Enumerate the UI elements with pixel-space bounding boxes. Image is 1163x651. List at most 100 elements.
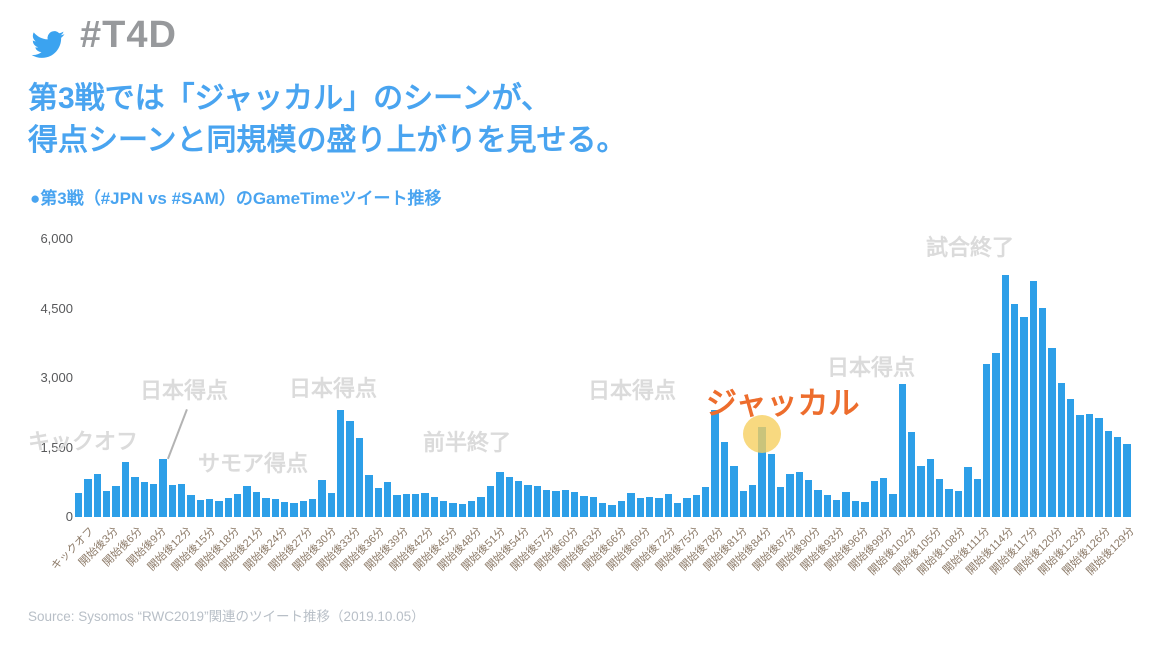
source-credit: Source: Sysomos “RWC2019”関連のツイート推移（2019.… (28, 609, 425, 624)
tweet-count-bar (851, 501, 860, 517)
tweet-count-bar (215, 501, 223, 517)
tweet-count-bar (468, 501, 476, 517)
tweet-count-bar (458, 503, 467, 517)
tweet-count-bar (861, 501, 869, 517)
tweet-count-bar (982, 364, 991, 517)
tweet-count-bar (674, 502, 682, 517)
tweet-count-bar (449, 502, 457, 517)
tweet-count-bar (936, 479, 944, 517)
tweet-count-bar (1039, 307, 1047, 517)
tweet-count-bar (992, 352, 1000, 517)
tweet-count-bar (318, 479, 326, 517)
tweet-count-bar (308, 499, 317, 517)
tweet-count-bar (561, 490, 570, 517)
tweet-count-bar (374, 487, 382, 517)
tweet-count-bar (1010, 303, 1019, 517)
tweet-count-bar (898, 384, 906, 517)
page-title: 第3戦では「ジャッカル」のシーンが、 得点シーンと同規模の盛り上がりを見せる。 (28, 78, 627, 162)
annotation-samoa-score: サモア得点 (198, 451, 309, 476)
tweet-count-bar (131, 477, 139, 517)
tweet-count-bar (1048, 348, 1056, 517)
annotation-japan-score-4: 日本得点 (827, 355, 916, 380)
annotation-first-half-end: 前半終了 (423, 430, 512, 455)
tweet-count-bar (440, 501, 448, 517)
tweet-count-bar (393, 495, 401, 517)
tweet-count-bar (702, 486, 710, 517)
tweet-count-bar (93, 474, 102, 517)
tweet-count-bar (627, 493, 635, 517)
chart-subtitle: ●第3戦（#JPN vs #SAM）のGameTimeツイート推移 (30, 189, 442, 208)
tweet-count-bar (252, 491, 261, 517)
tweet-count-bar (889, 494, 897, 517)
tweet-count-bar (720, 441, 729, 517)
tweet-count-bar (121, 462, 130, 517)
tweet-count-bar (692, 495, 701, 517)
tweet-count-bar (786, 474, 794, 517)
tweet-count-bar (430, 496, 439, 517)
tweet-count-bar (505, 476, 513, 517)
tweet-count-bar (177, 483, 186, 517)
tweet-count-bar (683, 498, 691, 517)
tweet-count-bar (1001, 275, 1009, 517)
tweet-count-bar (383, 482, 392, 517)
annotation-jackal: ジャッカル (706, 386, 860, 421)
tweet-count-bar (580, 495, 588, 517)
tweet-count-bar (776, 486, 785, 517)
tweet-count-bar (1020, 317, 1028, 517)
tweet-count-bar (168, 484, 176, 517)
tweet-count-bar (954, 491, 963, 517)
tweet-count-bar (280, 501, 289, 517)
tweet-count-bar (645, 496, 654, 517)
tweet-count-bar (823, 495, 832, 517)
tweet-count-bar (411, 494, 420, 517)
tweet-count-bar (945, 489, 953, 517)
tweet-count-bar (758, 427, 766, 517)
tweet-count-bar (926, 458, 935, 517)
tweet-count-bar (608, 505, 616, 517)
tweet-count-bar (103, 491, 111, 517)
tweet-count-bar (542, 490, 551, 517)
annotation-japan-score-1: 日本得点 (140, 378, 229, 403)
tweet-count-bar (617, 501, 626, 517)
tweet-count-bar (1085, 413, 1094, 517)
tweet-count-bar (346, 421, 354, 517)
tweet-count-bar (140, 482, 148, 517)
tweet-count-bar (290, 502, 298, 517)
tweet-count-bar (879, 478, 888, 517)
tweet-count-bar (730, 465, 738, 517)
tweet-count-bar (196, 500, 205, 517)
y-axis-tick-label: 4,500 (40, 300, 73, 316)
tweet-count-bar (1067, 399, 1075, 517)
annotation-kickoff: キックオフ (28, 429, 139, 454)
tweet-count-bar (84, 478, 92, 517)
tweet-count-bar (112, 485, 120, 517)
tweet-count-bar (917, 465, 925, 517)
annotation-japan-score-3: 日本得点 (588, 378, 677, 403)
tweet-count-bar (833, 500, 841, 517)
y-axis-tick-label: 1,500 (40, 439, 73, 455)
tweet-count-bar (964, 466, 972, 517)
tweet-count-bar (299, 501, 307, 517)
tweet-count-bar (365, 474, 373, 517)
tweet-count-bar (234, 494, 242, 517)
tweet-count-bar (355, 438, 364, 517)
title-line-1: 第3戦では「ジャッカル」のシーンが、 (28, 82, 552, 115)
tweet-count-bar (664, 494, 672, 517)
tweet-count-bar (402, 494, 410, 517)
tweet-count-bar (206, 499, 214, 517)
tweet-count-bar (421, 493, 429, 517)
tweet-count-bar (739, 491, 747, 517)
tweet-count-bar (514, 481, 523, 517)
tweet-count-bar (75, 493, 83, 517)
tweet-count-bar (1057, 382, 1066, 517)
annotation-game-end: 試合終了 (926, 235, 1015, 260)
y-axis-tick-label: 0 (65, 509, 73, 524)
y-axis-tick-label: 6,000 (40, 231, 73, 246)
tweet-count-bar (1095, 417, 1103, 517)
tweet-count-bar (477, 496, 485, 517)
tweet-count-bar (767, 454, 775, 517)
tweet-count-bar (1123, 444, 1131, 517)
tweet-count-bar (496, 472, 504, 517)
tweet-count-bar (1113, 437, 1122, 517)
